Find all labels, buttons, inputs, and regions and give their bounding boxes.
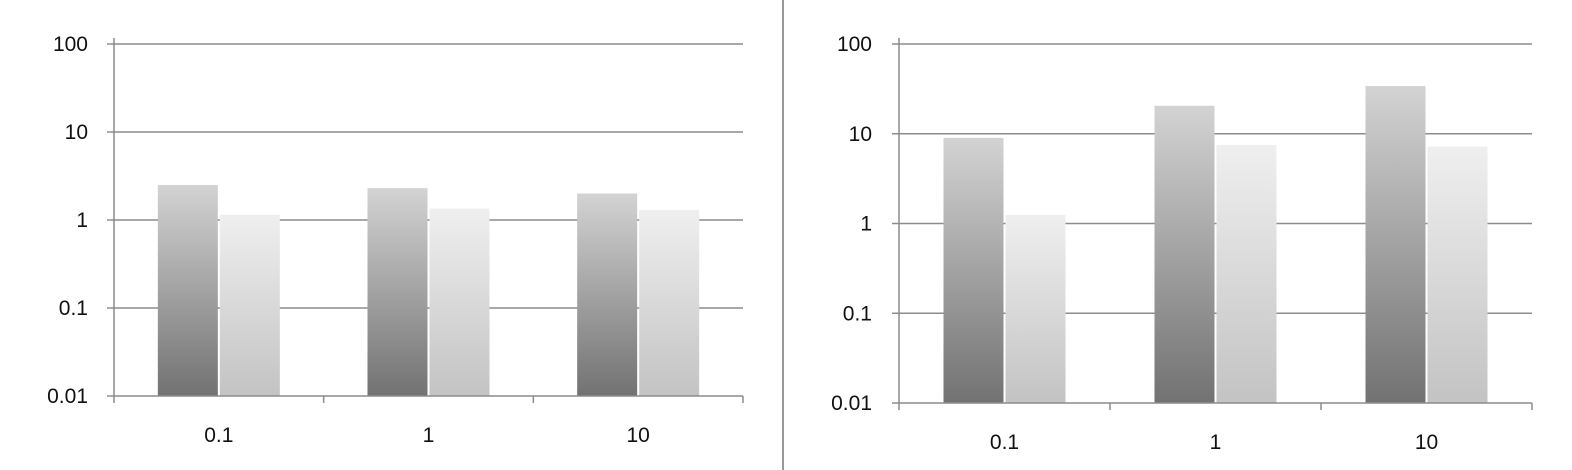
bar-series-1 [157, 184, 218, 396]
x-tick-label: 1 [423, 424, 435, 447]
x-tick-label: 0.1 [204, 424, 233, 447]
bar-series-1 [1154, 105, 1215, 404]
y-tick-label: 100 [53, 33, 88, 56]
y-tick-label: 1 [76, 209, 88, 232]
bar-series-2 [1216, 144, 1277, 403]
bar-series-1 [577, 193, 638, 396]
y-tick-label: 10 [849, 123, 872, 146]
x-tick-label: 10 [626, 424, 649, 447]
bar-series-1 [367, 188, 428, 396]
y-tick-label: 10 [65, 121, 88, 144]
bar-series-2 [1427, 146, 1488, 403]
bar-series-1 [943, 137, 1004, 403]
chart-left: 0.01 0.1 1 10 100 0.1 1 10 [47, 33, 744, 447]
bar-series-1 [1365, 86, 1426, 403]
bar-series-2 [639, 209, 700, 396]
x-tick-label: 1 [1210, 431, 1222, 454]
y-tick-label: 0.01 [47, 385, 88, 408]
y-tick-label: 1 [860, 213, 872, 236]
x-tick-label: 10 [1415, 431, 1438, 454]
y-tick-label: 100 [837, 33, 872, 56]
x-tick-label: 0.1 [990, 431, 1019, 454]
bar-series-2 [429, 208, 490, 396]
chart-right: 0.01 0.1 1 10 100 0.1 1 10 [831, 33, 1533, 454]
y-tick-label: 0.1 [59, 297, 88, 320]
bar-series-2 [219, 214, 280, 396]
bar-series-2 [1005, 214, 1066, 403]
y-tick-label: 0.1 [843, 302, 872, 325]
y-tick-label: 0.01 [831, 392, 872, 415]
